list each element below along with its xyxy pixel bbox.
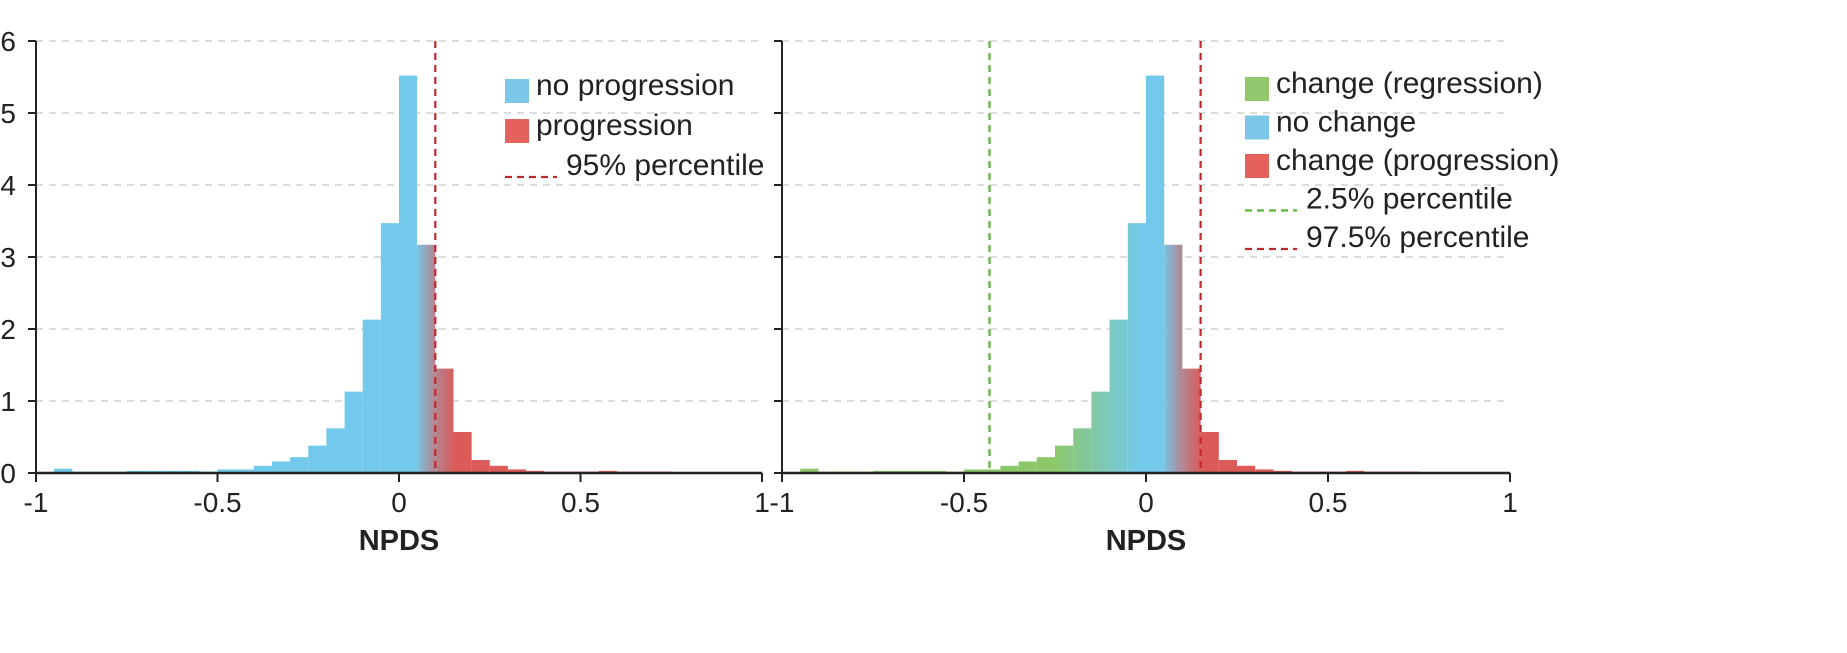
y-tick-label: 0 xyxy=(0,458,16,489)
histogram-bar xyxy=(271,461,291,473)
histogram-bar xyxy=(362,319,381,473)
histogram-bar xyxy=(1237,465,1256,473)
histogram-bar xyxy=(507,469,527,473)
histogram-panel-2: -1 -0.5 0 0.5 1 NPDS change (regression) no cha… xyxy=(770,40,1560,557)
legend-swatch xyxy=(1245,154,1269,178)
histogram-bar xyxy=(1018,461,1037,473)
histogram-bar xyxy=(1146,75,1165,473)
histogram-bar xyxy=(489,465,508,473)
x-tick-label: 0.5 xyxy=(561,487,600,518)
y-tick-label: 4 xyxy=(0,170,16,201)
x-tick-label: -0.5 xyxy=(193,487,241,518)
y-tick-label: 1 xyxy=(0,386,16,417)
legend: no progression progression 95% percentile xyxy=(505,69,764,182)
histogram-bar xyxy=(1200,431,1219,473)
histogram-bar xyxy=(453,431,472,473)
histogram-bar xyxy=(235,469,254,473)
histogram-bar xyxy=(982,469,1001,473)
y-tick-label: 2 xyxy=(0,314,16,345)
x-tick-label: -1 xyxy=(24,487,49,518)
histogram-bar xyxy=(1127,223,1146,473)
legend-swatch xyxy=(505,79,529,103)
histogram-bar xyxy=(290,457,309,473)
x-tick-label: 0 xyxy=(1138,487,1154,518)
legend-label: 97.5% percentile xyxy=(1306,221,1529,254)
histogram-bar xyxy=(435,368,454,473)
x-tick-label: 1 xyxy=(754,487,770,518)
legend-swatch xyxy=(505,119,529,143)
legend-label: change (regression) xyxy=(1276,67,1543,100)
x-tick-label: 1 xyxy=(1502,487,1518,518)
histogram-bar xyxy=(308,445,327,473)
y-tick-label: 3 xyxy=(0,242,16,273)
y-tick-label: 6 xyxy=(0,26,16,57)
legend-label: no change xyxy=(1276,106,1416,139)
legend-swatch xyxy=(1245,115,1269,140)
histogram-bar xyxy=(399,75,418,473)
histogram-bar xyxy=(1255,469,1274,473)
legend-label: progression xyxy=(536,109,693,142)
x-axis-title: NPDS xyxy=(1106,525,1187,557)
legend-label: change (progression) xyxy=(1276,144,1560,177)
x-tick-label: 0.5 xyxy=(1309,487,1348,518)
histogram-bar xyxy=(54,468,73,473)
histogram-bar xyxy=(1055,445,1074,473)
x-tick-label: -1 xyxy=(770,487,795,518)
histogram-bar xyxy=(1073,428,1092,473)
histogram-bar xyxy=(344,391,363,473)
x-tick-label: 0 xyxy=(391,487,407,518)
histogram-bar xyxy=(1109,319,1128,473)
histogram-bar xyxy=(380,223,399,473)
legend-label: 95% percentile xyxy=(566,149,764,182)
histogram-bar xyxy=(1000,465,1019,473)
histogram-bar xyxy=(800,468,819,473)
histogram-bar xyxy=(253,465,272,473)
x-axis-title: NPDS xyxy=(359,525,440,557)
histogram-bar xyxy=(326,428,345,473)
histogram-bar xyxy=(1182,368,1201,473)
histogram-bar xyxy=(417,244,436,473)
histogram-panel-1: 0 1 2 3 4 5 6 -1 -0.5 0 0.5 1 NPDS no progression prog… xyxy=(0,26,769,557)
legend: change (regression) no change change (prog… xyxy=(1245,67,1560,254)
histogram-bar xyxy=(1091,391,1110,473)
histogram-bar xyxy=(471,460,490,473)
x-tick-label: -0.5 xyxy=(940,487,988,518)
histogram-bar xyxy=(1036,457,1055,473)
histogram-bar xyxy=(1218,460,1237,473)
histogram-bar xyxy=(1164,244,1183,473)
histogram-bar xyxy=(964,469,983,473)
legend-label: no progression xyxy=(536,69,734,102)
legend-label: 2.5% percentile xyxy=(1306,183,1513,216)
histogram-bar xyxy=(217,469,236,473)
y-tick-label: 5 xyxy=(0,98,16,129)
legend-swatch xyxy=(1245,77,1269,101)
